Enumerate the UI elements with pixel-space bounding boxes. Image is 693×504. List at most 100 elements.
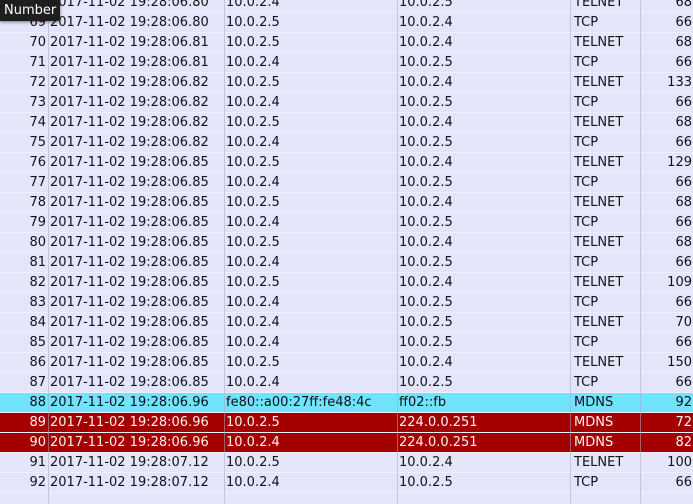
packet-length: 82 bbox=[675, 435, 692, 450]
packet-number: 81 bbox=[29, 255, 46, 270]
packet-time: 2017-11-02 19:28:07.12 bbox=[50, 455, 209, 470]
column-divider[interactable] bbox=[224, 0, 225, 504]
column-divider[interactable] bbox=[640, 0, 641, 504]
packet-destination: 224.0.0.251 bbox=[399, 435, 478, 450]
packet-protocol: TCP bbox=[574, 15, 599, 30]
packet-number: 82 bbox=[29, 275, 46, 290]
column-divider[interactable] bbox=[48, 0, 49, 504]
packet-source: 10.0.2.4 bbox=[226, 295, 280, 310]
packet-row[interactable]: 90 2017-11-02 19:28:06.96 10.0.2.4 224.0.0.… bbox=[0, 433, 693, 453]
packet-source: 10.0.2.4 bbox=[226, 375, 280, 390]
packet-protocol: TELNET bbox=[574, 455, 624, 470]
packet-length: 70 bbox=[675, 315, 692, 330]
packet-row[interactable]: 84 2017-11-02 19:28:06.85 10.0.2.4 10.0.2.5… bbox=[0, 313, 693, 333]
packet-source: 10.0.2.4 bbox=[226, 215, 280, 230]
packet-protocol: TELNET bbox=[574, 0, 624, 10]
packet-destination: 10.0.2.4 bbox=[399, 155, 453, 170]
packet-protocol: TELNET bbox=[574, 235, 624, 250]
packet-row[interactable]: 77 2017-11-02 19:28:06.85 10.0.2.4 10.0.2.5… bbox=[0, 173, 693, 193]
packet-length: 66 bbox=[675, 15, 692, 30]
packet-time: 2017-11-02 19:28:06.85 bbox=[50, 315, 209, 330]
packet-protocol: TELNET bbox=[574, 195, 624, 210]
packet-destination: 10.0.2.5 bbox=[399, 175, 453, 190]
packet-row[interactable]: 86 2017-11-02 19:28:06.85 10.0.2.5 10.0.2.4… bbox=[0, 353, 693, 373]
packet-protocol: TCP bbox=[574, 215, 599, 230]
packet-source: 10.0.2.5 bbox=[226, 15, 280, 30]
packet-destination: 10.0.2.4 bbox=[399, 115, 453, 130]
packet-length: 68 bbox=[675, 235, 692, 250]
packet-destination: 10.0.2.5 bbox=[399, 135, 453, 150]
packet-length: 66 bbox=[675, 95, 692, 110]
packet-row[interactable]: 82 2017-11-02 19:28:06.85 10.0.2.5 10.0.2.4… bbox=[0, 273, 693, 293]
packet-row[interactable]: 78 2017-11-02 19:28:06.85 10.0.2.5 10.0.2.4… bbox=[0, 193, 693, 213]
packet-source: 10.0.2.5 bbox=[226, 195, 280, 210]
packet-source: 10.0.2.4 bbox=[226, 135, 280, 150]
packet-row[interactable]: 87 2017-11-02 19:28:06.85 10.0.2.4 10.0.2.5… bbox=[0, 373, 693, 393]
packet-row[interactable]: 74 2017-11-02 19:28:06.82 10.0.2.5 10.0.2.4… bbox=[0, 113, 693, 133]
packet-row[interactable]: 76 2017-11-02 19:28:06.85 10.0.2.5 10.0.2.4… bbox=[0, 153, 693, 173]
packet-destination: 10.0.2.4 bbox=[399, 15, 453, 30]
packet-number: 87 bbox=[29, 375, 46, 390]
packet-number: 70 bbox=[29, 35, 46, 50]
packet-source: 10.0.2.5 bbox=[226, 155, 280, 170]
packet-destination: 10.0.2.5 bbox=[399, 0, 453, 10]
packet-row[interactable]: 70 2017-11-02 19:28:06.81 10.0.2.5 10.0.2.4… bbox=[0, 33, 693, 53]
packet-protocol: TELNET bbox=[574, 155, 624, 170]
packet-row[interactable]: 91 2017-11-02 19:28:07.12 10.0.2.5 10.0.2.4… bbox=[0, 453, 693, 473]
packet-number: 78 bbox=[29, 195, 46, 210]
packet-time: 2017-11-02 19:28:06.82 bbox=[50, 115, 209, 130]
packet-source: 10.0.2.5 bbox=[226, 275, 280, 290]
packet-number: 74 bbox=[29, 115, 46, 130]
packet-time: 2017-11-02 19:28:06.82 bbox=[50, 75, 209, 90]
packet-length: 66 bbox=[675, 475, 692, 490]
packet-destination: 10.0.2.5 bbox=[399, 255, 453, 270]
packet-row[interactable]: 71 2017-11-02 19:28:06.81 10.0.2.4 10.0.2.5… bbox=[0, 53, 693, 73]
packet-row[interactable]: 72 2017-11-02 19:28:06.82 10.0.2.5 10.0.2.4… bbox=[0, 73, 693, 93]
packet-protocol: TCP bbox=[574, 55, 599, 70]
packet-protocol: TELNET bbox=[574, 275, 624, 290]
packet-row[interactable]: 89 2017-11-02 19:28:06.96 10.0.2.5 224.0.0.… bbox=[0, 413, 693, 433]
packet-length: 66 bbox=[675, 135, 692, 150]
packet-row[interactable]: 80 2017-11-02 19:28:06.85 10.0.2.5 10.0.2.4… bbox=[0, 233, 693, 253]
packet-protocol: TCP bbox=[574, 475, 599, 490]
packet-source: 10.0.2.4 bbox=[226, 175, 280, 190]
packet-source: 10.0.2.5 bbox=[226, 355, 280, 370]
packet-row[interactable]: 88 2017-11-02 19:28:06.96 fe80::a00:27ff:f… bbox=[0, 393, 693, 413]
packet-row[interactable]: 85 2017-11-02 19:28:06.85 10.0.2.4 10.0.2.5… bbox=[0, 333, 693, 353]
packet-time: 2017-11-02 19:28:06.82 bbox=[50, 95, 209, 110]
packet-source: 10.0.2.5 bbox=[226, 415, 280, 430]
column-divider[interactable] bbox=[397, 0, 398, 504]
packet-number: 75 bbox=[29, 135, 46, 150]
column-header-tooltip: Number bbox=[0, 0, 61, 21]
packet-length: 68 bbox=[675, 115, 692, 130]
packet-source: 10.0.2.4 bbox=[226, 55, 280, 70]
packet-time: 2017-11-02 19:28:07.12 bbox=[50, 475, 209, 490]
packet-row[interactable]: 69 2017-11-02 19:28:06.80 10.0.2.5 10.0.2.4… bbox=[0, 13, 693, 33]
packet-destination: 10.0.2.5 bbox=[399, 55, 453, 70]
packet-length: 68 bbox=[675, 35, 692, 50]
packet-length: 66 bbox=[675, 335, 692, 350]
packet-length: 66 bbox=[675, 175, 692, 190]
packet-source: 10.0.2.4 bbox=[226, 435, 280, 450]
packet-length: 66 bbox=[675, 55, 692, 70]
packet-destination: 10.0.2.4 bbox=[399, 455, 453, 470]
packet-number: 72 bbox=[29, 75, 46, 90]
packet-length: 129 bbox=[667, 155, 692, 170]
packet-destination: 10.0.2.4 bbox=[399, 235, 453, 250]
packet-row[interactable]: 83 2017-11-02 19:28:06.85 10.0.2.4 10.0.2.5… bbox=[0, 293, 693, 313]
packet-row[interactable]: 92 2017-11-02 19:28:07.12 10.0.2.4 10.0.2.5… bbox=[0, 473, 693, 493]
packet-time: 2017-11-02 19:28:06.80 bbox=[50, 15, 209, 30]
packet-row[interactable]: 68 2017-11-02 19:28:06.80 10.0.2.4 10.0.2.5… bbox=[0, 0, 693, 13]
packet-row[interactable]: 81 2017-11-02 19:28:06.85 10.0.2.4 10.0.2.5… bbox=[0, 253, 693, 273]
packet-row[interactable]: 73 2017-11-02 19:28:06.82 10.0.2.4 10.0.2.5… bbox=[0, 93, 693, 113]
packet-protocol: TELNET bbox=[574, 35, 624, 50]
packet-length: 92 bbox=[675, 395, 692, 410]
packet-number: 71 bbox=[29, 55, 46, 70]
column-divider[interactable] bbox=[570, 0, 571, 504]
packet-time: 2017-11-02 19:28:06.85 bbox=[50, 235, 209, 250]
packet-row[interactable]: 75 2017-11-02 19:28:06.82 10.0.2.4 10.0.2.5… bbox=[0, 133, 693, 153]
packet-source: 10.0.2.5 bbox=[226, 35, 280, 50]
packet-protocol: TCP bbox=[574, 175, 599, 190]
packet-row[interactable]: 79 2017-11-02 19:28:06.85 10.0.2.4 10.0.2.5… bbox=[0, 213, 693, 233]
packet-number: 80 bbox=[29, 235, 46, 250]
